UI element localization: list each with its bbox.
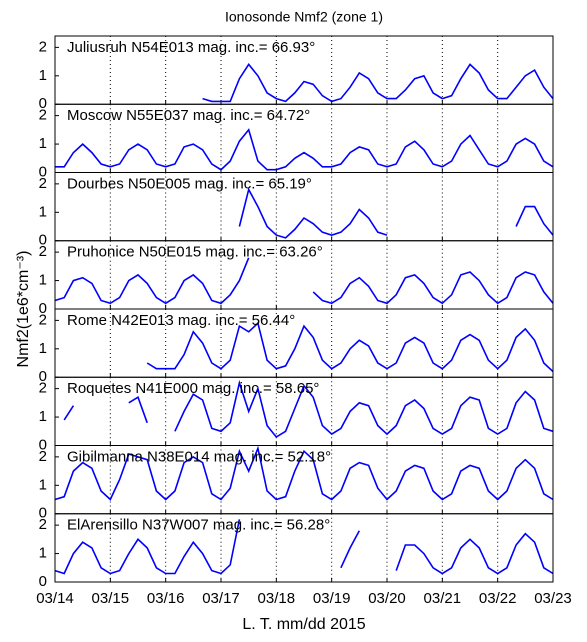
- x-tick-label: 03/21: [424, 590, 462, 607]
- station-label: Pruhonice N50E015 mag. inc.= 63.26°: [67, 244, 323, 261]
- x-axis-label: L. T. mm/dd 2015: [242, 616, 365, 633]
- y-tick-label: 0: [39, 505, 47, 522]
- y-tick-label: 1: [39, 545, 47, 562]
- data-line: [54, 519, 554, 575]
- y-tick-label: 1: [39, 408, 47, 425]
- data-line: [54, 445, 554, 501]
- x-tick-label: 03/23: [534, 590, 572, 607]
- x-tick-label: 03/17: [202, 590, 240, 607]
- y-tick-label: 2: [39, 516, 47, 533]
- y-tick-label: 2: [39, 175, 47, 192]
- y-tick-label: 2: [39, 243, 47, 260]
- x-tick-label: 03/15: [92, 590, 130, 607]
- y-tick-label: 0: [39, 300, 47, 317]
- station-label: Rome N42E013 mag. inc.= 56.44°: [67, 312, 295, 329]
- y-tick-label: 0: [39, 368, 47, 385]
- data-line: [146, 321, 554, 373]
- chart-title: Ionosonde Nmf2 (zone 1): [225, 9, 383, 25]
- y-tick-label: 1: [39, 476, 47, 493]
- x-tick-label: 03/18: [258, 590, 296, 607]
- station-label: Dourbes N50E005 mag. inc.= 65.19°: [67, 175, 312, 192]
- y-tick-label: 1: [39, 67, 47, 84]
- y-tick-label: 2: [39, 448, 47, 465]
- x-tick-label: 03/14: [36, 590, 74, 607]
- data-line: [238, 187, 554, 239]
- y-tick-label: 0: [39, 232, 47, 249]
- y-axis-label: Nmf2(1e6*cm⁻³): [15, 251, 32, 368]
- y-tick-label: 2: [39, 38, 47, 55]
- station-label: Roquetes N41E000 mag. inc.= 58.65°: [67, 380, 319, 397]
- data-line: [54, 257, 554, 305]
- panel-frame: [54, 513, 554, 583]
- y-tick-label: 2: [39, 311, 47, 328]
- station-label: Moscow N55E037 mag. inc.= 64.72°: [67, 107, 310, 124]
- y-tick-label: 1: [39, 135, 47, 152]
- x-tick-label: 03/22: [479, 590, 517, 607]
- y-tick-label: 0: [39, 163, 47, 180]
- data-line: [63, 379, 554, 439]
- y-tick-label: 0: [39, 573, 47, 590]
- x-tick-label: 03/20: [368, 590, 406, 607]
- y-tick-label: 0: [39, 436, 47, 453]
- x-tick-label: 03/16: [147, 590, 185, 607]
- y-tick-label: 1: [39, 340, 47, 357]
- station-label: Juliusruh N54E013 mag. inc.= 66.93°: [67, 39, 315, 56]
- data-line: [55, 128, 554, 171]
- y-tick-label: 1: [39, 203, 47, 220]
- data-line: [202, 63, 554, 103]
- y-tick-label: 2: [39, 380, 47, 397]
- y-tick-label: 0: [39, 95, 47, 112]
- y-tick-label: 2: [39, 107, 47, 124]
- station-label: ElArensillo N37W007 mag. inc.= 56.28°: [67, 517, 330, 534]
- x-tick-label: 03/19: [313, 590, 351, 607]
- y-tick-label: 1: [39, 272, 47, 289]
- station-label: Gibilmanna N38E014 mag. inc.= 52.18°: [67, 448, 331, 465]
